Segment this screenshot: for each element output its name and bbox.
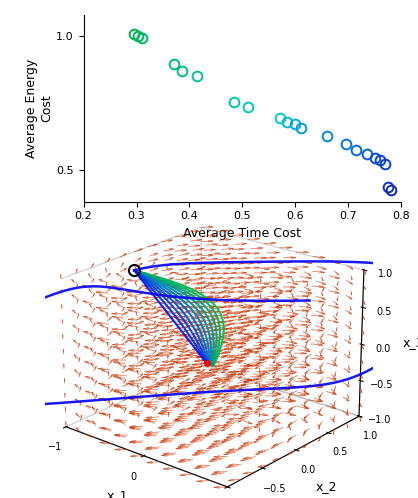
X-axis label: Average Time Cost: Average Time Cost — [184, 227, 301, 240]
Y-axis label: Average Energy
Cost: Average Energy Cost — [25, 59, 54, 158]
Y-axis label: x_2: x_2 — [316, 481, 337, 494]
X-axis label: x_1: x_1 — [107, 489, 129, 498]
